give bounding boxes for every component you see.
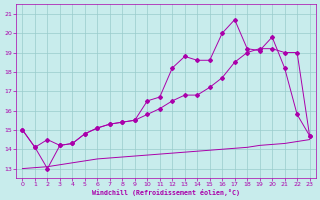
X-axis label: Windchill (Refroidissement éolien,°C): Windchill (Refroidissement éolien,°C) — [92, 189, 240, 196]
